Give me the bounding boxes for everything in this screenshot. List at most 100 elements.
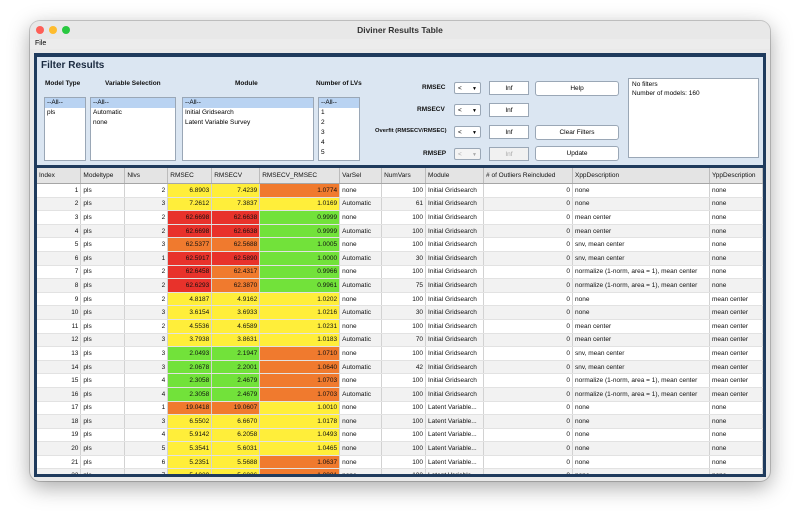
help-button[interactable]: Help: [535, 81, 619, 96]
maximize-window-button[interactable]: [62, 26, 70, 34]
update-button[interactable]: Update: [535, 146, 619, 161]
table-cell: 61: [381, 197, 427, 212]
rmsec-operator-dropdown[interactable]: < ▼: [454, 82, 481, 94]
column-header[interactable]: YppDescription: [709, 168, 763, 184]
rmsecv-field[interactable]: Inf: [489, 103, 529, 117]
table-row[interactable]: 19 pls 4 5.9142 6.2058 1.0493 none 100 Latent Va…: [37, 428, 763, 443]
menu-file[interactable]: File: [35, 40, 47, 47]
close-window-button[interactable]: [36, 26, 44, 34]
nlvs-list[interactable]: --All-- 1 2 3 4 5: [318, 97, 360, 161]
table-cell: 62.6638: [211, 224, 261, 239]
column-header[interactable]: Module: [425, 168, 485, 184]
table-row[interactable]: 8 pls 2 62.6293 62.3870 0.9961 Automatic 75 Init…: [37, 278, 763, 293]
rmsep-operator-dropdown[interactable]: < ▼: [454, 148, 481, 160]
table-row[interactable]: 20 pls 5 5.3541 5.6031 1.0465 none 100 Latent Va…: [37, 441, 763, 456]
minimize-window-button[interactable]: [49, 26, 57, 34]
rmsec-field[interactable]: Inf: [489, 81, 529, 95]
table-cell: 7: [37, 265, 82, 280]
chevron-down-icon: ▼: [472, 152, 477, 158]
column-header[interactable]: VarSel: [339, 168, 383, 184]
table-cell: snv, mean center: [572, 360, 710, 375]
list-item[interactable]: 2: [321, 119, 325, 126]
column-header[interactable]: # of Outliers Reincluded: [483, 168, 573, 184]
rmsecv-operator-dropdown[interactable]: < ▼: [454, 104, 481, 116]
table-cell: 17: [37, 401, 82, 416]
list-item[interactable]: 3: [321, 129, 325, 136]
table-row[interactable]: 12 pls 3 3.7938 3.8631 1.0183 Automatic 70 Initi…: [37, 333, 763, 348]
table-cell: 100: [381, 401, 427, 416]
column-header[interactable]: RMSEC: [167, 168, 213, 184]
list-item[interactable]: 1: [321, 109, 325, 116]
table-row[interactable]: 7 pls 2 62.6458 62.4317 0.9966 none 100 Initial …: [37, 265, 763, 280]
table-cell: Initial Gridsearch: [425, 224, 485, 239]
table-row[interactable]: 2 pls 3 7.2612 7.3837 1.0169 Automatic 61 Initia…: [37, 197, 763, 212]
table-cell: 2: [124, 278, 169, 293]
menu-bar: File: [30, 39, 770, 49]
table-cell: 21: [37, 455, 82, 470]
table-cell: pls: [80, 333, 126, 348]
table-cell: 1.0005: [259, 237, 341, 252]
list-item[interactable]: --All--: [45, 98, 85, 108]
table-cell: 1.0640: [259, 360, 341, 375]
table-cell: Initial Gridsearch: [425, 373, 485, 388]
table-row[interactable]: 13 pls 3 2.0493 2.1947 1.0710 none 100 Initial G…: [37, 346, 763, 361]
table-cell: 0: [483, 210, 573, 225]
table-row[interactable]: 21 pls 6 5.2351 5.5688 1.0637 none 100 Latent Va…: [37, 455, 763, 470]
table-cell: none: [709, 183, 763, 198]
table-cell: pls: [80, 265, 126, 280]
table-cell: pls: [80, 360, 126, 375]
column-header[interactable]: Index: [37, 168, 82, 184]
model-type-list[interactable]: --All-- pls: [44, 97, 86, 161]
table-row[interactable]: 6 pls 1 62.5917 62.5890 1.0000 Automatic 30 Init…: [37, 251, 763, 266]
list-item[interactable]: Latent Variable Survey: [185, 119, 251, 126]
table-row[interactable]: 1 pls 2 6.8903 7.4239 1.0774 none 100 Initial Gr…: [37, 183, 763, 198]
table-row[interactable]: 22pls75.10305.60361.0981none100Latent Va…: [37, 468, 763, 474]
table-cell: pls: [80, 468, 126, 474]
column-header[interactable]: RMSECV_RMSEC: [259, 168, 341, 184]
table-row[interactable]: 18 pls 3 6.5502 6.6670 1.0178 none 100 Latent Va…: [37, 414, 763, 429]
table-cell: 0: [483, 346, 573, 361]
column-header[interactable]: Nlvs: [124, 168, 169, 184]
table-cell: none: [572, 468, 710, 474]
table-cell: 0: [483, 428, 573, 443]
table-cell: 100: [381, 265, 427, 280]
table-row[interactable]: 17 pls 1 19.0418 19.0607 1.0010 none 100 Latent …: [37, 401, 763, 416]
table-cell: 0: [483, 305, 573, 320]
list-item[interactable]: --All--: [319, 98, 359, 108]
table-row[interactable]: 10 pls 3 3.6154 3.6933 1.0216 Automatic 30 Initi…: [37, 305, 763, 320]
module-list[interactable]: --All-- Initial Gridsearch Latent Variab…: [182, 97, 314, 161]
list-item[interactable]: --All--: [91, 98, 175, 108]
clear-filters-button[interactable]: Clear Filters: [535, 125, 619, 140]
list-item[interactable]: --All--: [183, 98, 313, 108]
table-row[interactable]: 14 pls 3 2.0678 2.2001 1.0640 Automatic 42 Initi…: [37, 360, 763, 375]
column-header[interactable]: XppDescription: [572, 168, 710, 184]
list-item[interactable]: none: [93, 119, 108, 126]
list-item[interactable]: pls: [47, 109, 56, 116]
list-item[interactable]: Initial Gridsearch: [185, 109, 234, 116]
variable-selection-list[interactable]: --All-- Automatic none: [90, 97, 176, 161]
list-item[interactable]: 5: [321, 149, 325, 156]
column-header[interactable]: NumVars: [381, 168, 427, 184]
column-header[interactable]: Modeltype: [80, 168, 126, 184]
table-cell: pls: [80, 441, 126, 456]
overfit-operator-dropdown[interactable]: < ▼: [454, 126, 481, 138]
table-cell: 2: [124, 210, 169, 225]
table-row[interactable]: 3 pls 2 62.6698 62.6638 0.9999 none 100 Initial …: [37, 210, 763, 225]
results-table: Index Modeltype Nlvs RMSEC RMSECV RMSECV_RMSE…: [37, 168, 763, 474]
table-cell: 0: [483, 373, 573, 388]
table-cell: mean center: [572, 224, 710, 239]
column-header[interactable]: RMSECV: [211, 168, 261, 184]
table-cell: 100: [381, 468, 427, 474]
table-row[interactable]: 9 pls 2 4.8187 4.9162 1.0202 none 100 Initial Gr…: [37, 292, 763, 307]
overfit-field[interactable]: Inf: [489, 125, 529, 139]
table-row[interactable]: 11 pls 2 4.5536 4.6589 1.0231 none 100 Initial G…: [37, 319, 763, 334]
table-row[interactable]: 4 pls 2 62.6698 62.6638 0.9999 Automatic 100 Ini…: [37, 224, 763, 239]
list-item[interactable]: 4: [321, 139, 325, 146]
table-cell: 3: [124, 333, 169, 348]
table-cell: pls: [80, 373, 126, 388]
table-row[interactable]: 5 pls 3 62.5377 62.5688 1.0005 none 100 Initial …: [37, 237, 763, 252]
rmsep-field[interactable]: Inf: [489, 147, 529, 161]
table-row[interactable]: 15 pls 4 2.3058 2.4679 1.0703 none 100 Initial G…: [37, 373, 763, 388]
table-row[interactable]: 16 pls 4 2.3058 2.4679 1.0703 Automatic 100 Init…: [37, 387, 763, 402]
list-item[interactable]: Automatic: [93, 109, 122, 116]
